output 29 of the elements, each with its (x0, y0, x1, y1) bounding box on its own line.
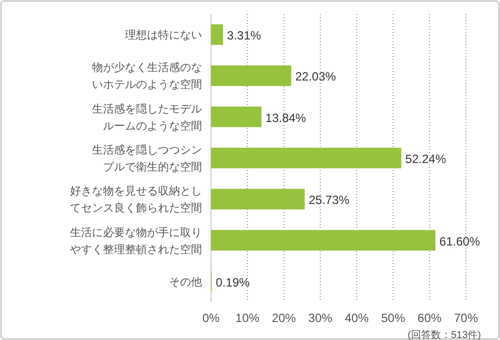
x-tick-label: 0% (202, 311, 220, 325)
data-label: 3.31% (227, 28, 262, 43)
y-tick-label: 物が少なく生活感のないホテルのような空間 (92, 61, 202, 92)
bar (211, 230, 436, 251)
data-label: 61.60% (439, 234, 480, 248)
y-tick-label: 好きな物を見せる収納としてセンス良く飾られた空間 (70, 184, 202, 215)
data-label: 22.03% (295, 70, 336, 84)
y-tick-label: その他 (169, 276, 202, 288)
bar (211, 65, 292, 86)
bar (211, 106, 262, 128)
bar (211, 188, 305, 210)
data-label: 52.24% (405, 152, 446, 166)
y-tick-label: 生活に必要な物が手に取りやすく整理整頓された空間 (70, 226, 202, 256)
data-label: 0.19% (216, 275, 250, 290)
x-tick-label: 50% (381, 311, 406, 325)
x-tick-label: 60% (418, 311, 442, 325)
data-label: 25.73% (308, 193, 350, 208)
text: (回答数：513件) (408, 329, 481, 340)
y-tick-label: 生活感を隠したモデルルームのような空間 (92, 102, 202, 132)
x-tick-label: 70% (454, 311, 478, 325)
bar (211, 24, 224, 45)
bar (211, 148, 402, 168)
x-tick-label: 30% (308, 311, 333, 325)
y-tick-label: 理想は特にない (125, 28, 202, 42)
x-tick-label: 40% (344, 311, 370, 325)
x-tick-label: 10% (235, 311, 260, 325)
data-label: 13.84% (265, 110, 306, 125)
y-tick-label: 生活感を隠しつつシンプルで衛生的な空間 (92, 144, 202, 174)
x-tick-label: 20% (272, 311, 296, 325)
